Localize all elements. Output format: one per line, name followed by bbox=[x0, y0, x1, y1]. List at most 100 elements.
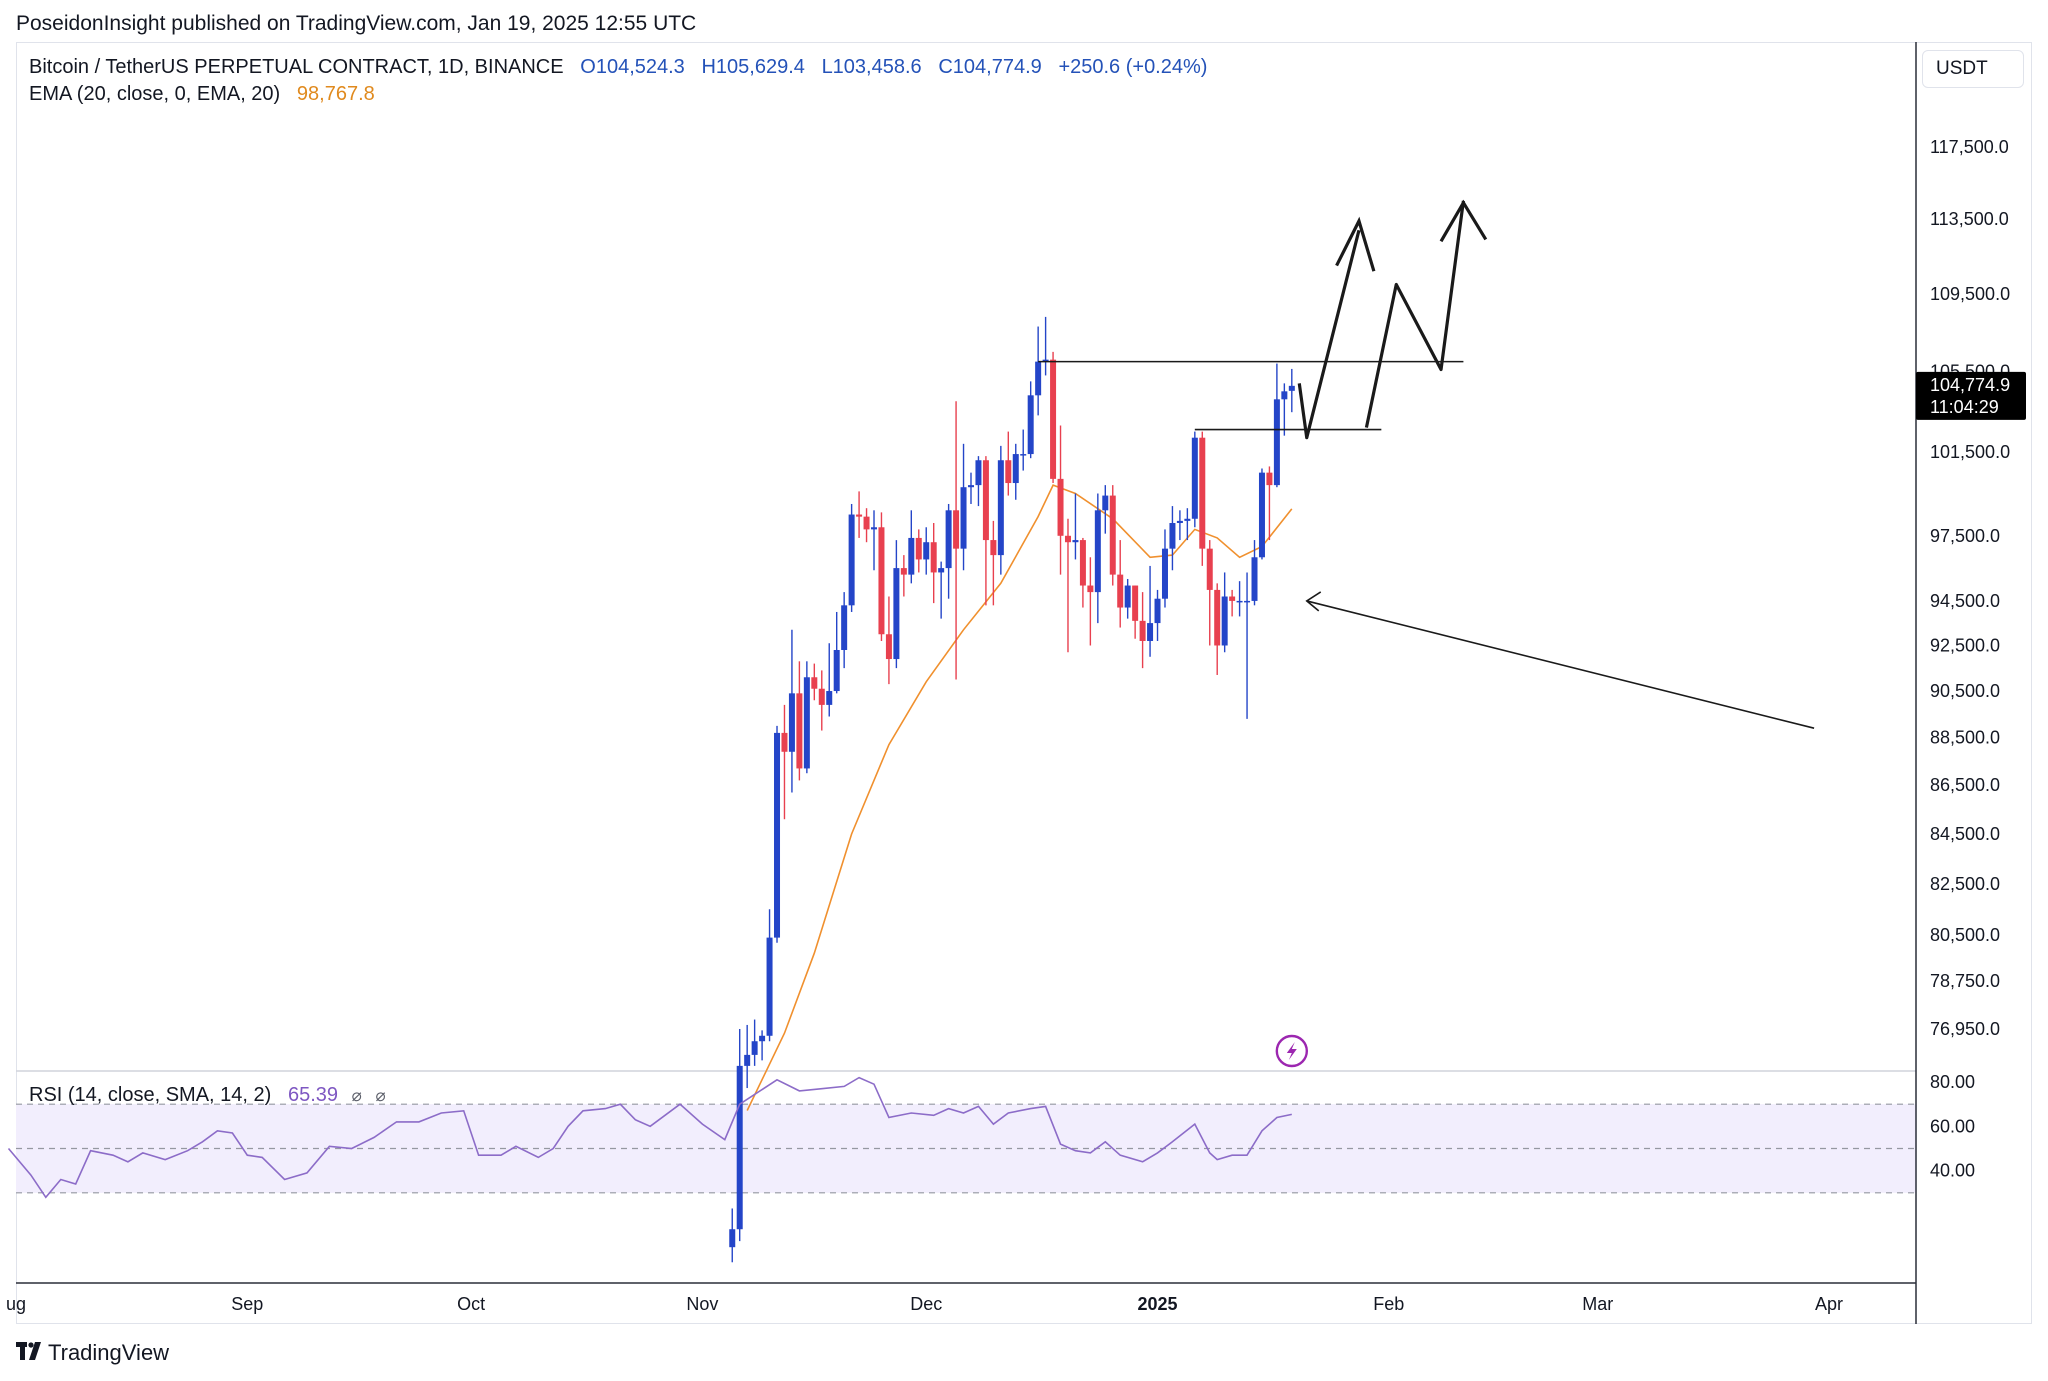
time-tick-label: Sep bbox=[231, 1294, 263, 1314]
candle-body bbox=[826, 691, 833, 705]
tradingview-brand[interactable]: TradingView bbox=[16, 1340, 169, 1366]
ohlc-open: O104,524.3 bbox=[580, 56, 685, 78]
countdown-label: 11:04:29 bbox=[1930, 397, 1999, 417]
candle-body bbox=[729, 1229, 736, 1248]
candle-body bbox=[900, 568, 907, 575]
candle-body bbox=[811, 677, 818, 689]
rsi-tick-label: 60.00 bbox=[1930, 1116, 1975, 1136]
candle-body bbox=[788, 693, 795, 752]
candle-body bbox=[1236, 600, 1243, 603]
candle-body bbox=[982, 460, 989, 541]
candle-body bbox=[1072, 540, 1079, 543]
candle-body bbox=[1035, 361, 1042, 396]
candle-body bbox=[736, 1065, 743, 1230]
candle-body bbox=[744, 1054, 751, 1066]
candle-body bbox=[848, 514, 855, 606]
candle-body bbox=[871, 527, 878, 530]
price-tick-label: 88,500.0 bbox=[1930, 728, 2000, 748]
candle-body bbox=[863, 516, 870, 530]
pointer-arrowhead bbox=[1305, 591, 1322, 612]
price-tick-label: 82,500.0 bbox=[1930, 874, 2000, 894]
candle-body bbox=[1102, 495, 1109, 511]
lightning-icon[interactable] bbox=[1275, 1034, 1309, 1068]
candle-body bbox=[1206, 548, 1213, 590]
candle-body bbox=[960, 487, 967, 549]
price-tick-label: 92,500.0 bbox=[1930, 635, 2000, 655]
brand-name: TradingView bbox=[48, 1340, 170, 1365]
candle-body bbox=[1027, 395, 1034, 455]
projection-path-2 bbox=[1364, 200, 1466, 428]
candle-body bbox=[1042, 359, 1049, 362]
drawings-layer bbox=[1038, 199, 1815, 729]
time-tick-label: Dec bbox=[910, 1294, 942, 1314]
candle-body bbox=[1184, 518, 1191, 521]
candle-body bbox=[1229, 596, 1236, 601]
price-tick-label: 84,500.0 bbox=[1930, 824, 2000, 844]
candle-body bbox=[1266, 472, 1273, 486]
candle-body bbox=[1244, 600, 1251, 603]
visibility-off-icon[interactable]: ⌀ bbox=[351, 1086, 362, 1105]
price-tick-label: 80,500.0 bbox=[1930, 925, 2000, 945]
symbol-legend: Bitcoin / TetherUS PERPETUAL CONTRACT, 1… bbox=[29, 56, 1207, 79]
candle-body bbox=[751, 1041, 758, 1055]
candle-body bbox=[1251, 557, 1258, 601]
candle-body bbox=[841, 605, 848, 650]
candle-body bbox=[997, 460, 1004, 556]
projection-arrowhead-1 bbox=[1335, 216, 1376, 272]
candle-body bbox=[774, 732, 781, 938]
candle-body bbox=[796, 693, 803, 769]
price-tick-label: 94,500.0 bbox=[1930, 591, 2000, 611]
time-tick-label: Feb bbox=[1373, 1294, 1404, 1314]
candle-body bbox=[766, 937, 773, 1036]
candle-body bbox=[908, 537, 915, 575]
candle-body bbox=[938, 568, 945, 573]
rsi-legend: RSI (14, close, SMA, 14, 2) 65.39 ⌀ ⌀ bbox=[29, 1084, 386, 1107]
price-tick-label: 113,500.0 bbox=[1930, 209, 2009, 229]
candle-body bbox=[967, 485, 974, 488]
candle-body bbox=[1273, 399, 1280, 486]
ohlc-low: L103,458.6 bbox=[821, 56, 922, 78]
candle-body bbox=[1020, 454, 1027, 456]
price-tick-label: 76,950.0 bbox=[1930, 1019, 2000, 1039]
rsi-value: 65.39 bbox=[288, 1084, 339, 1106]
ohlc-high: H105,629.4 bbox=[701, 56, 805, 78]
candle-body bbox=[953, 510, 960, 549]
candle-body bbox=[1214, 589, 1221, 646]
candle-body bbox=[1132, 585, 1139, 621]
ema-line bbox=[746, 484, 1293, 1111]
ema-legend: EMA (20, close, 0, EMA, 20) 98,767.8 bbox=[29, 83, 375, 106]
candle-body bbox=[945, 510, 952, 569]
price-tick-label: 86,500.0 bbox=[1930, 775, 2000, 795]
candle-body bbox=[1094, 510, 1101, 593]
candle-body bbox=[833, 649, 840, 692]
time-tick-label: Apr bbox=[1815, 1294, 1843, 1314]
panes-separators bbox=[16, 42, 1917, 1324]
candle-body bbox=[856, 514, 863, 517]
candle-body bbox=[1057, 478, 1064, 536]
visibility-off-icon-2[interactable]: ⌀ bbox=[375, 1086, 386, 1105]
ema-layer bbox=[746, 484, 1293, 1111]
candle-body bbox=[1050, 359, 1057, 479]
symbol-name: Bitcoin / TetherUS PERPETUAL CONTRACT, 1… bbox=[29, 56, 564, 78]
candle-body bbox=[1117, 574, 1124, 608]
price-tick-label: 101,500.0 bbox=[1930, 442, 2010, 462]
candle-body bbox=[930, 542, 937, 573]
last-price-tag bbox=[1916, 371, 2026, 420]
candle-body bbox=[1161, 548, 1168, 599]
time-tick-label: Oct bbox=[457, 1294, 485, 1314]
currency-button[interactable]: USDT bbox=[1922, 50, 2024, 88]
candle-body bbox=[1147, 623, 1154, 641]
candle-body bbox=[803, 677, 810, 769]
pointer-arrow-line bbox=[1306, 600, 1815, 729]
candle-body bbox=[1176, 520, 1183, 524]
candle-body bbox=[1154, 598, 1161, 624]
candle-body bbox=[1191, 437, 1198, 519]
price-tick-label: 90,500.0 bbox=[1930, 681, 2000, 701]
candle-body bbox=[923, 542, 930, 560]
price-tick-label: 109,500.0 bbox=[1930, 284, 2010, 304]
time-tick-label: Mar bbox=[1582, 1294, 1613, 1314]
candle-body bbox=[975, 460, 982, 486]
price-axis: 117,500.0113,500.0109,500.0105,500.0101,… bbox=[1916, 137, 2026, 1181]
rsi-line bbox=[7, 1076, 1292, 1199]
